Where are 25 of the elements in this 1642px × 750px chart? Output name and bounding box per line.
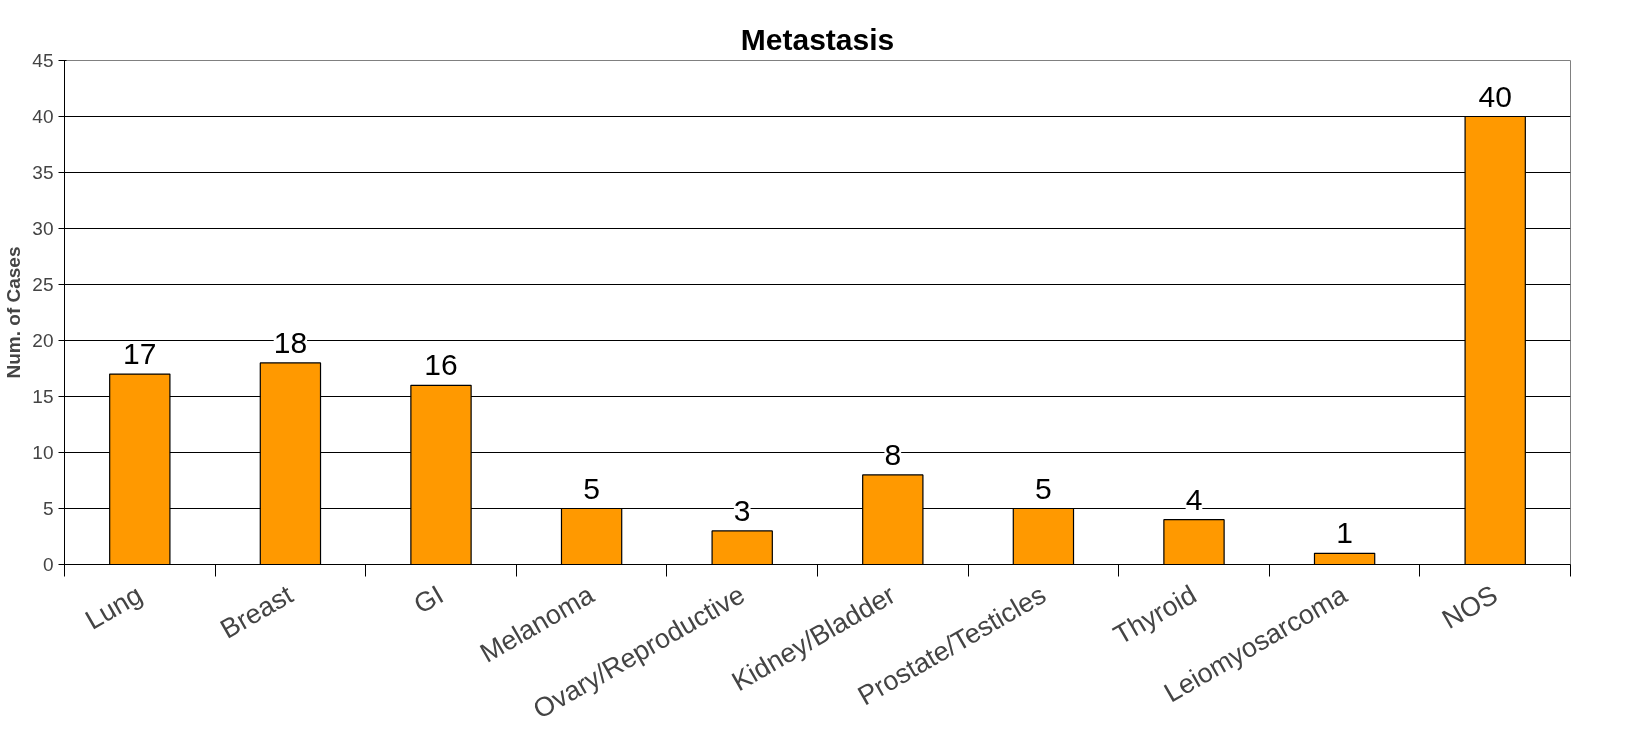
y-tick-label: 45 bbox=[32, 50, 54, 71]
data-label: 40 bbox=[1478, 79, 1512, 113]
data-label: 17 bbox=[123, 337, 157, 371]
data-label: 4 bbox=[1185, 482, 1203, 516]
y-tick-label: 30 bbox=[32, 218, 54, 239]
data-label: 16 bbox=[424, 348, 458, 382]
data-label: 1 bbox=[1336, 516, 1353, 550]
data-label: 8 bbox=[884, 437, 902, 471]
x-tick-label: NOS bbox=[1437, 579, 1503, 635]
x-tick-label: GI bbox=[408, 579, 449, 620]
y-tick-label: 35 bbox=[32, 162, 54, 183]
y-tick-label: 20 bbox=[32, 330, 54, 351]
y-tick-label: 25 bbox=[32, 274, 54, 295]
y-tick-label: 5 bbox=[42, 498, 54, 519]
y-tick-label: 40 bbox=[32, 106, 54, 127]
y-tick-label: 15 bbox=[32, 386, 54, 407]
y-axis-title: Num. of Cases bbox=[3, 246, 25, 379]
x-tick-label: Lung bbox=[80, 579, 148, 636]
data-label: 18 bbox=[273, 325, 308, 359]
chart-title: Metastasis bbox=[740, 22, 895, 56]
y-tick-label: 0 bbox=[42, 554, 54, 575]
y-tick-label: 10 bbox=[32, 442, 54, 463]
data-label: 3 bbox=[733, 493, 751, 527]
data-label: 5 bbox=[583, 471, 600, 505]
data-label: 5 bbox=[1035, 471, 1052, 505]
